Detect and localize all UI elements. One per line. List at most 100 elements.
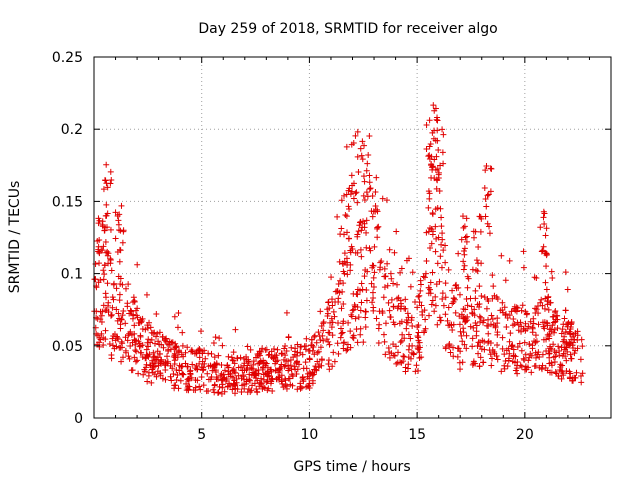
data-point <box>325 338 332 345</box>
data-point <box>113 343 120 350</box>
data-point <box>569 377 576 384</box>
data-point <box>159 375 166 382</box>
data-point <box>357 246 364 253</box>
data-point <box>352 132 359 139</box>
data-point <box>381 284 388 291</box>
data-point <box>108 177 115 184</box>
data-point <box>100 341 107 348</box>
data-point <box>394 281 401 288</box>
data-point <box>190 387 197 394</box>
data-point <box>120 308 127 315</box>
data-point <box>363 167 370 174</box>
data-point <box>171 382 178 389</box>
data-point <box>114 249 121 256</box>
data-point <box>227 382 234 389</box>
data-point <box>482 167 489 174</box>
data-point <box>329 319 336 326</box>
data-point <box>182 349 189 356</box>
data-point <box>481 338 488 345</box>
data-point <box>494 331 501 338</box>
data-point <box>542 279 549 286</box>
data-point <box>138 319 145 326</box>
data-point <box>262 346 269 353</box>
data-point <box>390 352 397 359</box>
data-point <box>361 142 368 149</box>
data-point <box>164 353 171 360</box>
data-point <box>153 333 160 340</box>
data-point <box>115 217 122 224</box>
data-point <box>502 312 509 319</box>
data-point <box>400 353 407 360</box>
data-point <box>462 306 469 313</box>
data-point <box>334 340 341 347</box>
data-point <box>274 346 281 353</box>
data-point <box>569 374 576 381</box>
data-point <box>335 320 342 327</box>
data-point <box>445 322 452 329</box>
data-point <box>387 314 394 321</box>
data-point <box>360 173 367 180</box>
data-point <box>473 257 480 264</box>
data-point <box>435 174 442 181</box>
data-point <box>460 224 467 231</box>
data-point <box>362 308 369 315</box>
data-point <box>551 326 558 333</box>
data-point <box>562 307 569 314</box>
data-point <box>117 344 124 351</box>
data-point <box>522 327 529 334</box>
data-point <box>505 355 512 362</box>
data-point <box>232 369 239 376</box>
data-point <box>473 322 480 329</box>
data-point <box>379 310 386 317</box>
data-point <box>397 297 404 304</box>
data-point <box>386 307 393 314</box>
data-point <box>294 366 301 373</box>
data-point <box>428 240 435 247</box>
data-point <box>427 279 434 286</box>
data-point <box>201 347 208 354</box>
data-point <box>346 205 353 212</box>
data-point <box>353 326 360 333</box>
data-point <box>230 349 237 356</box>
data-point <box>564 348 571 355</box>
data-point <box>523 366 530 373</box>
data-point <box>170 371 177 378</box>
data-point <box>561 336 568 343</box>
data-point <box>556 347 563 354</box>
data-point <box>108 312 115 319</box>
data-point <box>311 366 318 373</box>
data-point <box>541 220 548 227</box>
y-tick-label: 0 <box>74 411 83 427</box>
data-point <box>179 329 186 336</box>
data-point <box>306 375 313 382</box>
data-point <box>415 329 422 336</box>
data-point <box>102 327 109 334</box>
data-point <box>373 315 380 322</box>
data-point <box>362 266 369 273</box>
data-point <box>359 156 366 163</box>
data-point <box>199 358 206 365</box>
data-point <box>366 186 373 193</box>
data-point <box>335 281 342 288</box>
data-point <box>197 328 204 335</box>
data-point <box>105 308 112 315</box>
data-point <box>472 287 479 294</box>
data-point <box>457 328 464 335</box>
data-point <box>148 366 155 373</box>
data-point <box>476 283 483 290</box>
data-point <box>413 362 420 369</box>
data-point <box>397 306 404 313</box>
data-point <box>259 345 266 352</box>
data-point <box>132 347 139 354</box>
data-point <box>487 351 494 358</box>
data-point <box>107 180 114 187</box>
data-point <box>102 177 109 184</box>
data-point <box>385 345 392 352</box>
data-point <box>247 377 254 384</box>
data-point <box>329 332 336 339</box>
data-point <box>518 347 525 354</box>
data-point <box>545 293 552 300</box>
data-point <box>313 339 320 346</box>
data-point <box>118 338 125 345</box>
data-point <box>429 228 436 235</box>
